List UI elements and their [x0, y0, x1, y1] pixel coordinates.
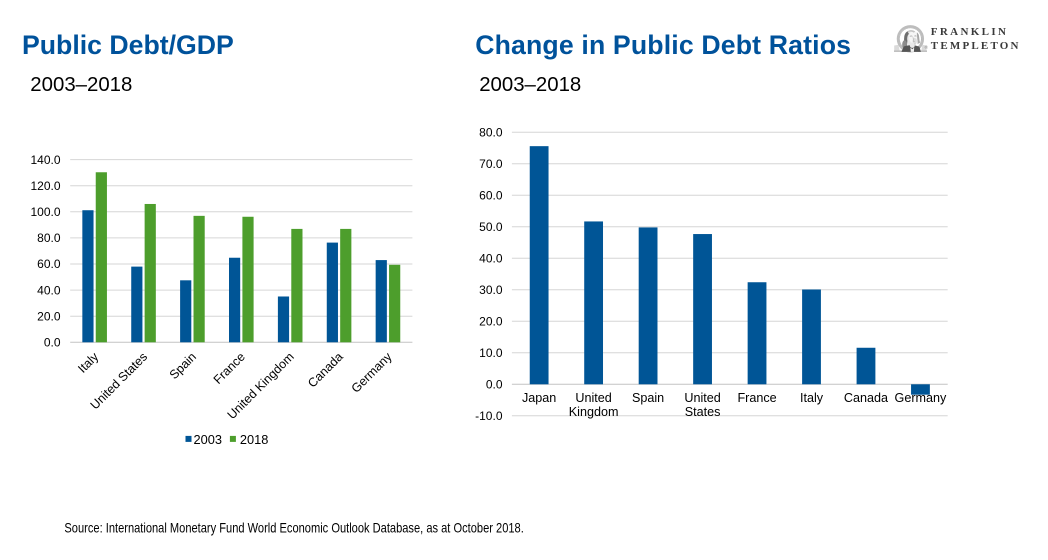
svg-text:Germany: Germany [349, 349, 395, 395]
svg-text:100.0: 100.0 [30, 205, 60, 219]
svg-text:30.0: 30.0 [479, 283, 503, 297]
svg-text:Change in Public Debt Ratios: Change in Public Debt Ratios [475, 30, 851, 60]
svg-text:United: United [575, 391, 611, 405]
svg-text:States: States [685, 405, 721, 419]
svg-text:10.0: 10.0 [479, 346, 503, 360]
svg-text:Canada: Canada [844, 391, 888, 405]
svg-text:Italy: Italy [75, 349, 102, 376]
svg-text:60.0: 60.0 [479, 189, 503, 203]
svg-text:Spain: Spain [632, 391, 664, 405]
svg-text:2018: 2018 [240, 432, 268, 447]
svg-text:FRANKLIN: FRANKLIN [931, 26, 1008, 38]
svg-text:®: ® [925, 44, 929, 50]
svg-text:60.0: 60.0 [37, 257, 61, 271]
svg-text:0.0: 0.0 [44, 336, 61, 350]
svg-text:France: France [737, 391, 776, 405]
svg-text:Germany: Germany [895, 391, 947, 405]
svg-text:20.0: 20.0 [37, 309, 61, 323]
svg-text:Canada: Canada [305, 350, 346, 391]
svg-text:40.0: 40.0 [479, 252, 503, 266]
svg-text:United: United [684, 391, 720, 405]
svg-text:140.0: 140.0 [30, 153, 60, 167]
svg-text:France: France [211, 350, 248, 387]
svg-text:80.0: 80.0 [37, 231, 61, 245]
svg-text:120.0: 120.0 [30, 179, 60, 193]
svg-text:70.0: 70.0 [479, 157, 503, 171]
svg-text:2003: 2003 [194, 432, 222, 447]
svg-text:40.0: 40.0 [37, 283, 61, 297]
svg-text:Kingdom: Kingdom [569, 405, 619, 419]
svg-text:-10.0: -10.0 [475, 409, 503, 423]
svg-text:Spain: Spain [167, 350, 199, 382]
svg-text:50.0: 50.0 [479, 220, 503, 234]
svg-text:TEMPLETON: TEMPLETON [931, 40, 1021, 52]
svg-text:Japan: Japan [522, 391, 556, 405]
svg-text:Source: International Monetary: Source: International Monetary Fund Worl… [64, 521, 523, 536]
svg-text:Public Debt/GDP: Public Debt/GDP [22, 30, 234, 60]
svg-text:80.0: 80.0 [479, 126, 503, 140]
svg-text:Italy: Italy [800, 391, 824, 405]
svg-text:0.0: 0.0 [486, 378, 503, 392]
svg-text:2003–2018: 2003–2018 [30, 74, 132, 96]
svg-text:20.0: 20.0 [479, 315, 503, 329]
svg-text:2003–2018: 2003–2018 [479, 74, 581, 96]
